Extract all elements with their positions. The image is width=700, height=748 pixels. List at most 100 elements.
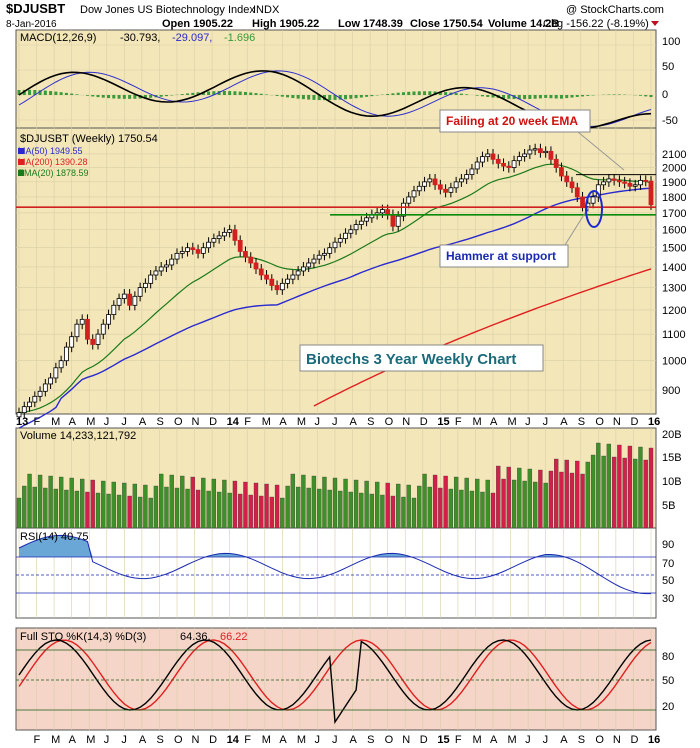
volume-bar: [280, 497, 285, 529]
hammer-callout-box: [439, 244, 569, 268]
volume-bar: [32, 486, 37, 529]
macd-hist-bar: [586, 95, 590, 96]
candle-body: [501, 163, 506, 167]
volume-bar: [95, 492, 101, 529]
candle-body: [42, 383, 48, 392]
volume-bar: [427, 486, 432, 529]
macd-hist-bar: [180, 94, 184, 95]
macd-hist-bar: [280, 95, 284, 97]
volume-bar: [348, 491, 353, 529]
volume-bar: [106, 493, 111, 529]
x-tick-bottom: J: [314, 734, 320, 746]
x-tick-main: D: [209, 416, 217, 428]
volume-bar: [511, 479, 517, 529]
x-tick-bottom: J: [525, 734, 531, 746]
x-tick-bottom: M: [51, 734, 60, 746]
macd-hist-bar: [396, 92, 400, 95]
x-tick-bottom: A: [69, 734, 77, 746]
volume-bar: [364, 480, 369, 529]
price-tick: 1400: [662, 262, 686, 274]
candle-body: [285, 278, 291, 284]
macd-hist-bar: [143, 95, 147, 99]
x-tick-main: F: [455, 416, 462, 428]
chg-value: Chg -156.22 (-8.19%): [543, 18, 649, 30]
sto-tick-20: 20: [662, 701, 674, 713]
volume-bar: [27, 473, 32, 529]
volume-bar: [453, 476, 459, 529]
down-arrow-icon: [651, 21, 659, 26]
candle-body: [153, 270, 159, 276]
volume-bar: [575, 460, 580, 529]
candle-body: [279, 282, 285, 291]
volume-bar: [417, 485, 422, 529]
x-tick-main: A: [139, 416, 147, 428]
price-tick: 1600: [662, 225, 686, 237]
price-tick: 1500: [662, 243, 686, 255]
legend-ema20: EMA(20) 1878.59: [18, 168, 89, 178]
macd-hist-bar: [159, 95, 163, 97]
candle-body: [21, 406, 27, 414]
x-tick-bottom: J: [104, 734, 110, 746]
x-tick-main: D: [420, 416, 428, 428]
x-tick-main: M: [508, 416, 517, 428]
candle-body: [190, 247, 196, 250]
vol-tick-10b: 10B: [662, 476, 682, 488]
macd-hist-bar: [344, 95, 348, 100]
ema-callout: Failing at 20 week EMA: [446, 114, 578, 128]
x-tick-main: O: [385, 416, 394, 428]
macd-hist-bar: [417, 91, 421, 95]
price-tick: 1300: [662, 283, 686, 295]
candle-body: [306, 262, 312, 268]
macd-hist-bar: [70, 93, 74, 95]
volume-bar: [359, 492, 364, 529]
volume-bar: [74, 490, 80, 529]
ema20-line: [18, 163, 652, 414]
ma200-line: [313, 268, 652, 407]
volume-bar: [317, 488, 322, 529]
volume-bar: [169, 474, 174, 529]
x-axis-bottom: F M A M J J A S O N D 14 F M A M J J A S O N D 15 F M A M J J A S O N D 16: [34, 734, 661, 746]
candle-body: [290, 274, 296, 280]
candle-body: [269, 278, 275, 286]
candle-body: [185, 247, 190, 252]
candle-body: [432, 178, 438, 186]
volume-bar: [101, 480, 106, 529]
candle-body: [548, 150, 554, 160]
volume-bar: [380, 494, 385, 529]
candle-body: [37, 390, 43, 397]
volume-bar: [248, 494, 253, 529]
candle-body: [227, 229, 233, 233]
candle-body: [606, 178, 612, 183]
macd-hist-bar: [243, 91, 247, 95]
macd-hist-bar: [549, 95, 553, 99]
volume-bar: [617, 444, 622, 529]
price-tick: 1800: [662, 192, 686, 204]
macd-value: -30.793,: [120, 32, 160, 44]
x-tick-bottom: A: [139, 734, 147, 746]
candle-body: [332, 241, 338, 249]
hammer-highlight-circle: [585, 190, 603, 228]
candle-body: [327, 247, 333, 254]
volume-bar: [543, 482, 548, 529]
sto-d-value: 66.22: [220, 631, 248, 643]
volume-bar: [243, 481, 248, 529]
x-tick-main: J: [543, 416, 549, 428]
volume-bar: [58, 476, 64, 529]
x-tick-bottom: N: [192, 734, 200, 746]
x-tick-bottom: J: [332, 734, 338, 746]
price-tick: 1900: [662, 177, 686, 189]
candle-body: [527, 149, 533, 155]
volume-bar: [127, 495, 132, 529]
x-tick-main: S: [578, 416, 585, 428]
volume-bar: [469, 490, 475, 529]
vol-tick-20b: 20B: [662, 429, 682, 441]
sto-d-line: [18, 639, 652, 711]
candle-body: [448, 187, 454, 193]
volume-bar: [343, 478, 348, 529]
macd-hist-bar: [312, 95, 316, 100]
candle-body: [422, 181, 427, 187]
volume-bars: [16, 442, 654, 529]
macd-hist-bar: [112, 95, 116, 99]
macd-hist-bar: [644, 95, 648, 97]
volume-bar: [580, 473, 585, 529]
